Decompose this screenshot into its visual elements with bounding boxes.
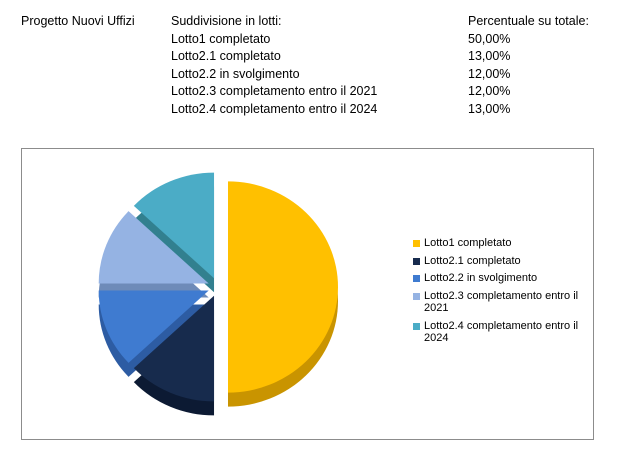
legend-label: Lotto2.3 completamento entro il 2021 xyxy=(424,289,579,315)
subdivision-column: Suddivisione in lotti: Lotto1 completato… xyxy=(171,13,377,118)
lot-label: Lotto2.3 completamento entro il 2021 xyxy=(171,84,378,98)
pie-slice xyxy=(98,290,209,363)
lot-label: Lotto2.4 completamento entro il 2024 xyxy=(171,101,378,116)
lot-label: Lotto2.2 in svolgimento xyxy=(171,66,300,81)
lot-percent: 50,00% xyxy=(468,31,511,46)
percent-column: Percentuale su totale: 50,00% 13,00% 12,… xyxy=(468,13,589,118)
lot-percent: 13,00% xyxy=(468,101,511,116)
pie-slice xyxy=(98,211,209,284)
legend-item: Lotto2.3 completamento entro il 2021 xyxy=(412,290,592,315)
legend-item: Lotto2.4 completamento entro il 2024 xyxy=(412,320,592,345)
lot-percent: 12,00% xyxy=(468,84,511,98)
legend-swatch xyxy=(413,322,420,330)
percent-title: Percentuale su totale: xyxy=(468,14,589,28)
legend-swatch xyxy=(413,292,420,300)
pie-chart xyxy=(98,172,338,416)
chart-area: Lotto1 completato Lotto2.1 completato Lo… xyxy=(21,148,594,440)
pie-slice xyxy=(228,181,338,393)
legend-label: Lotto2.4 completamento entro il 2024 xyxy=(424,319,579,345)
legend-item: Lotto1 completato xyxy=(412,237,592,250)
lot-percent: 13,00% xyxy=(468,49,511,63)
subdivision-title: Suddivisione in lotti: xyxy=(171,14,282,28)
project-title: Progetto Nuovi Uffizi xyxy=(21,14,135,28)
chart-legend: Lotto1 completato Lotto2.1 completato Lo… xyxy=(412,237,592,350)
pie-slice xyxy=(133,295,215,402)
legend-item: Lotto2.1 completato xyxy=(412,255,592,268)
legend-item: Lotto2.2 in svolgimento xyxy=(412,272,592,285)
lot-percent: 12,00% xyxy=(468,66,511,81)
legend-swatch xyxy=(413,240,420,247)
lot-label: Lotto2.1 completato xyxy=(171,49,281,63)
legend-swatch xyxy=(413,257,420,265)
lot-label: Lotto1 completato xyxy=(171,31,271,46)
legend-label: Lotto1 completato xyxy=(424,237,512,249)
pie-slice xyxy=(133,172,215,279)
legend-swatch xyxy=(413,275,420,282)
legend-label: Lotto2.1 completato xyxy=(424,254,521,267)
legend-label: Lotto2.2 in svolgimento xyxy=(424,272,538,284)
